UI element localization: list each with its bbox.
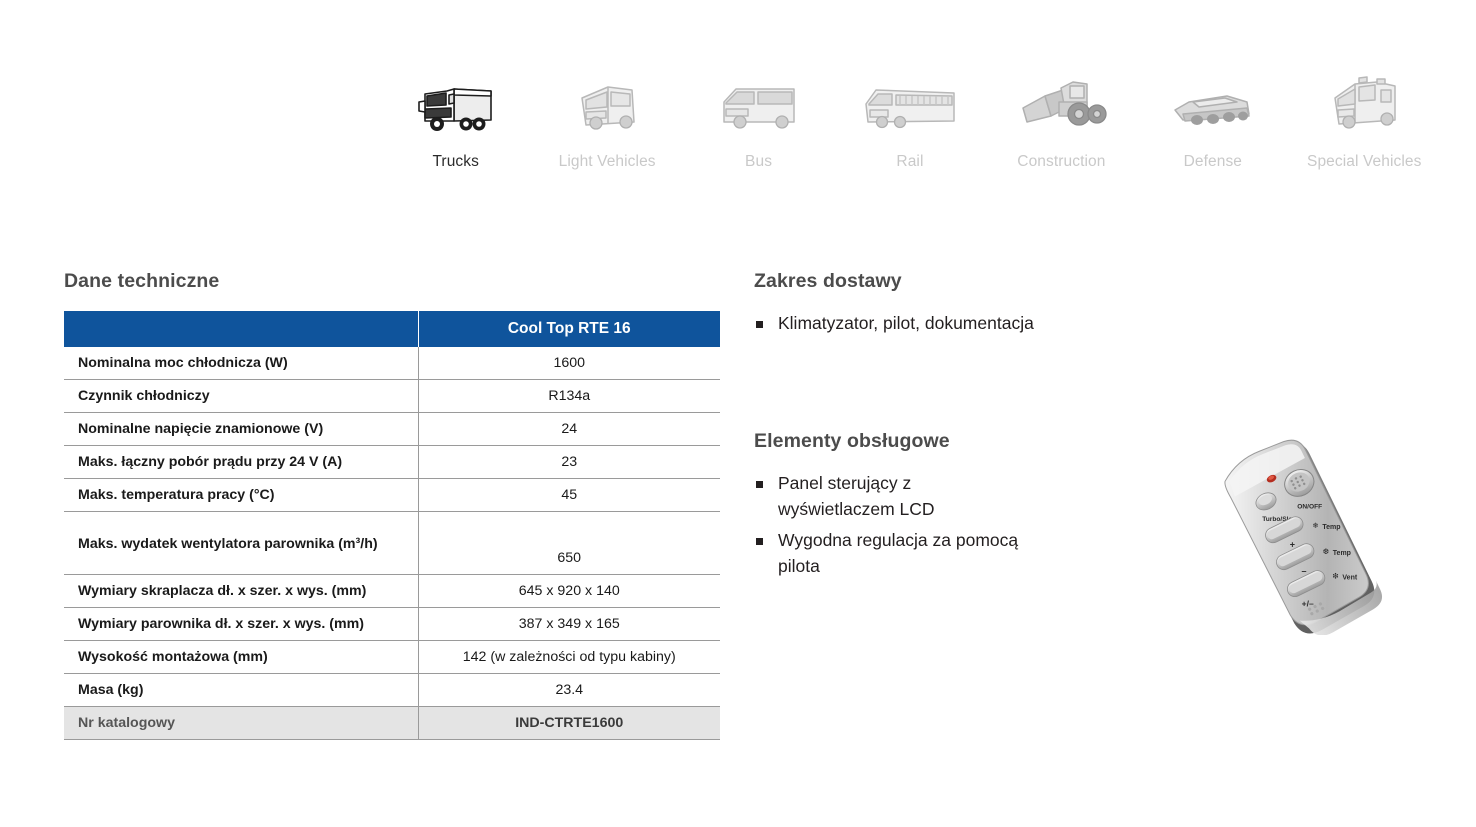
table-row: Maks. wydatek wentylatora parownika (m³/… bbox=[64, 511, 720, 576]
svg-text:Turbo/Sleep: Turbo/Sleep bbox=[1262, 516, 1300, 523]
technical-data-heading: Dane techniczne bbox=[64, 270, 220, 292]
spec-parameter: Wysokość montażowa (mm) bbox=[64, 640, 418, 675]
construction-icon bbox=[1015, 60, 1108, 138]
operating-elements-heading: Elementy obsługowe bbox=[754, 430, 950, 452]
spec-value: 645 x 920 x 140 bbox=[417, 574, 720, 609]
spec-parameter: Nominalna moc chłodnicza (W) bbox=[64, 347, 418, 381]
table-row: Maks. łączny pobór prądu przy 24 V (A) 2… bbox=[64, 445, 720, 480]
special-vehicle-icon bbox=[1321, 60, 1407, 138]
spec-parameter: Wymiary skraplacza dł. x szer. x wys. (m… bbox=[64, 574, 418, 609]
scope-of-delivery-list: Klimatyzator, pilot, dokumentacja bbox=[754, 311, 1194, 336]
table-row: Wysokość montażowa (mm) 142 (w zależnośc… bbox=[64, 640, 720, 675]
svg-text:+: + bbox=[1290, 540, 1295, 550]
svg-text:❄: ❄ bbox=[1312, 521, 1318, 530]
spec-value: IND-CTRTE1600 bbox=[417, 706, 720, 741]
spec-value: 1600 bbox=[417, 347, 720, 381]
svg-text:ON/OFF: ON/OFF bbox=[1297, 503, 1322, 510]
vehicle-category-label: Bus bbox=[745, 153, 773, 170]
operating-elements-list: Panel sterujący z wyświetlaczem LCD Wygo… bbox=[754, 471, 1054, 579]
table-row: Masa (kg) 23.4 bbox=[64, 673, 720, 708]
rail-icon bbox=[860, 60, 960, 138]
scope-of-delivery-section: Zakres dostawy Klimatyzator, pilot, doku… bbox=[754, 270, 1194, 343]
table-header-parameter bbox=[64, 311, 418, 348]
list-item: Klimatyzator, pilot, dokumentacja bbox=[754, 311, 1178, 336]
vehicle-category-bus[interactable]: Bus bbox=[683, 60, 834, 170]
svg-text:❇: ❇ bbox=[1332, 571, 1339, 580]
spec-value: 24 bbox=[417, 412, 720, 447]
spec-parameter: Maks. łączny pobór prądu przy 24 V (A) bbox=[64, 445, 418, 480]
light-vehicle-icon bbox=[564, 60, 650, 138]
list-item: Panel sterujący z wyświetlaczem LCD bbox=[754, 471, 1028, 522]
spec-value: 142 (w zależności od typu kabiny) bbox=[417, 640, 720, 675]
vehicle-category-label: Rail bbox=[896, 153, 924, 170]
svg-text:Temp: Temp bbox=[1322, 524, 1340, 531]
spec-value: 23.4 bbox=[417, 673, 720, 708]
svg-text:+/–: +/– bbox=[1302, 598, 1314, 608]
operating-elements-section: Elementy obsługowe Panel sterujący z wyś… bbox=[754, 430, 1054, 585]
spec-parameter: Masa (kg) bbox=[64, 673, 418, 708]
table-header-row: Cool Top RTE 16 bbox=[64, 311, 720, 348]
spec-value: 45 bbox=[417, 478, 720, 513]
vehicle-category-label: Construction bbox=[1017, 153, 1106, 170]
vehicle-category-construction[interactable]: Construction bbox=[986, 60, 1137, 170]
vehicle-category-special-vehicles[interactable]: Special Vehicles bbox=[1289, 60, 1440, 170]
spec-parameter: Czynnik chłodniczy bbox=[64, 379, 418, 414]
svg-text:❆: ❆ bbox=[1323, 547, 1330, 556]
scope-of-delivery-heading: Zakres dostawy bbox=[754, 270, 902, 292]
spec-parameter: Nominalne napięcie znamionowe (V) bbox=[64, 412, 418, 447]
svg-text:Temp: Temp bbox=[1333, 550, 1351, 557]
table-body: Nominalna moc chłodnicza (W) 1600 Czynni… bbox=[64, 347, 720, 741]
svg-text:Vent: Vent bbox=[1342, 574, 1357, 581]
vehicle-category-nav: Trucks Light Vehicles bbox=[380, 60, 1440, 180]
table-row: Maks. temperatura pracy (°C) 45 bbox=[64, 478, 720, 513]
table-header-product: Cool Top RTE 16 bbox=[417, 311, 720, 348]
truck-icon bbox=[413, 60, 499, 138]
vehicle-category-label: Defense bbox=[1183, 153, 1243, 170]
table-row: Czynnik chłodniczy R134a bbox=[64, 379, 720, 414]
svg-text:–: – bbox=[1302, 566, 1307, 576]
table-row: Wymiary parownika dł. x szer. x wys. (mm… bbox=[64, 607, 720, 642]
remote-control-image: Turbo/Sleep ON/OFF + – +/– ❄ Temp ❆ Temp bbox=[1195, 425, 1425, 636]
table-row: Wymiary skraplacza dł. x szer. x wys. (m… bbox=[64, 574, 720, 609]
vehicle-category-label: Special Vehicles bbox=[1307, 153, 1422, 170]
vehicle-category-defense[interactable]: Defense bbox=[1137, 60, 1288, 170]
spec-parameter: Maks. temperatura pracy (°C) bbox=[64, 478, 418, 513]
vehicle-category-trucks[interactable]: Trucks bbox=[380, 60, 531, 170]
bus-icon bbox=[714, 60, 804, 138]
spec-value: 23 bbox=[417, 445, 720, 480]
table-row-catalogue-number: Nr katalogowy IND-CTRTE1600 bbox=[64, 706, 720, 741]
vehicle-category-rail[interactable]: Rail bbox=[834, 60, 985, 170]
spec-parameter: Maks. wydatek wentylatora parownika (m³/… bbox=[64, 511, 418, 576]
vehicle-category-label: Trucks bbox=[432, 153, 479, 170]
spec-parameter: Wymiary parownika dł. x szer. x wys. (mm… bbox=[64, 607, 418, 642]
vehicle-category-label: Light Vehicles bbox=[558, 153, 656, 170]
technical-data-table: Cool Top RTE 16 Nominalna moc chłodnicza… bbox=[64, 311, 720, 741]
spec-value: 387 x 349 x 165 bbox=[417, 607, 720, 642]
table-row: Nominalne napięcie znamionowe (V) 24 bbox=[64, 412, 720, 447]
spec-value: 650 bbox=[417, 511, 720, 576]
vehicle-category-light-vehicles[interactable]: Light Vehicles bbox=[531, 60, 682, 170]
spec-value: R134a bbox=[417, 379, 720, 414]
technical-data-section: Dane techniczne Cool Top RTE 16 Nominaln… bbox=[64, 270, 720, 741]
table-row: Nominalna moc chłodnicza (W) 1600 bbox=[64, 347, 720, 381]
list-item: Wygodna regulacja za pomocą pilota bbox=[754, 528, 1028, 579]
spec-parameter: Nr katalogowy bbox=[64, 706, 418, 741]
defense-icon bbox=[1167, 60, 1259, 138]
